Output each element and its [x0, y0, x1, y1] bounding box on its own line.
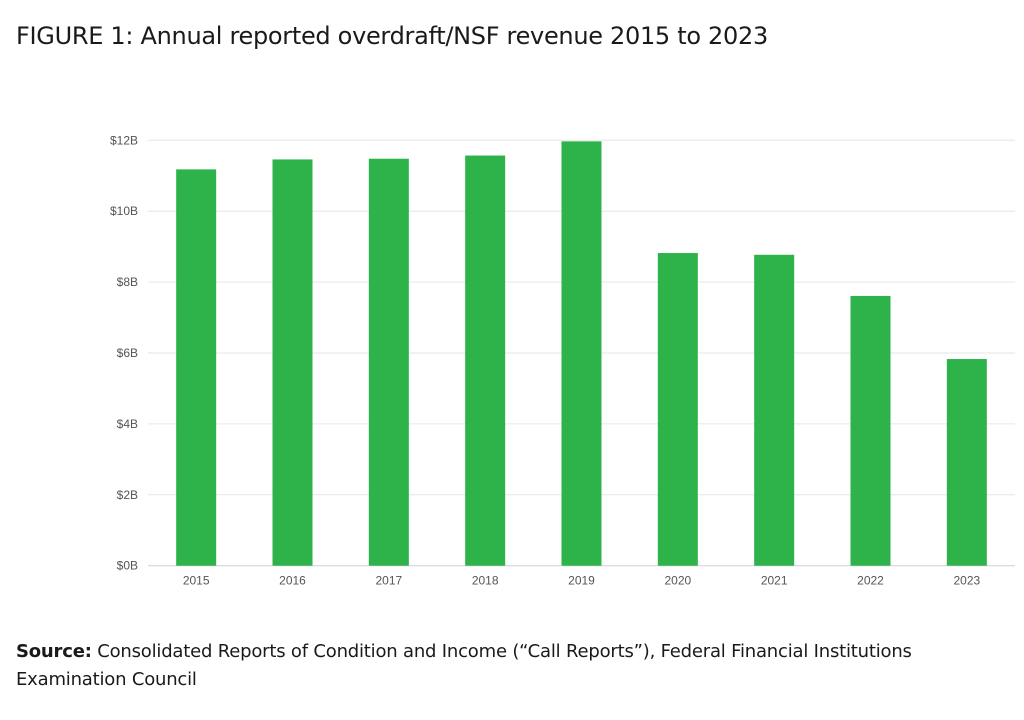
x-tick-label: 2023: [953, 574, 980, 588]
chart-title: FIGURE 1: Annual reported overdraft/NSF …: [16, 22, 768, 50]
bar-2016: [272, 159, 313, 566]
bar-2017: [368, 158, 409, 566]
bar-2021: [754, 254, 795, 566]
x-tick-label: 2016: [279, 574, 306, 588]
bars: [176, 141, 987, 566]
y-tick-label: $8B: [117, 275, 138, 289]
y-tick-label: $12B: [110, 133, 138, 147]
x-tick-label: 2019: [568, 574, 595, 588]
bar-2022: [850, 295, 891, 566]
source-label: Source:: [16, 641, 92, 662]
bar-2015: [176, 169, 217, 566]
bar-chart: $0B $2B $4B $6B $8B $10B $12B 2015 2016 2017 2018…: [110, 133, 1015, 588]
x-tick-label: 2018: [472, 574, 499, 588]
bar-2023: [946, 359, 987, 566]
y-tick-label: $4B: [117, 417, 138, 431]
x-tick-label: 2022: [857, 574, 884, 588]
source-note: Source: Consolidated Reports of Conditio…: [16, 638, 916, 694]
y-tick-label: $10B: [110, 204, 138, 218]
x-axis-ticks: 2015 2016 2017 2018 2019 2020 2021 2022 2023: [183, 574, 981, 588]
bar-2020: [657, 253, 698, 566]
bar-2018: [465, 155, 506, 566]
y-tick-label: $0B: [117, 559, 138, 573]
y-axis-ticks: $0B $2B $4B $6B $8B $10B $12B: [110, 133, 138, 572]
x-tick-label: 2017: [375, 574, 402, 588]
y-tick-label: $2B: [117, 488, 138, 502]
x-tick-label: 2021: [761, 574, 788, 588]
y-tick-label: $6B: [117, 346, 138, 360]
source-text: Consolidated Reports of Condition and In…: [16, 641, 912, 690]
bar-2019: [561, 141, 602, 566]
x-tick-label: 2020: [664, 574, 691, 588]
x-tick-label: 2015: [183, 574, 210, 588]
